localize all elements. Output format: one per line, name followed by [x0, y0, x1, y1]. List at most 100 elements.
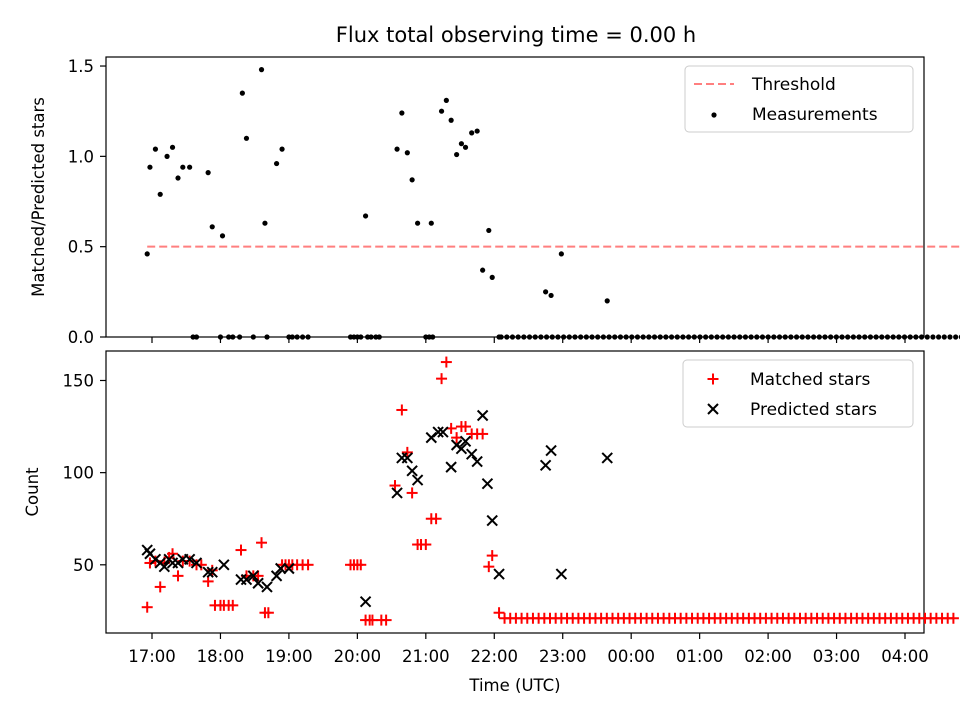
top-ytick-label: 1.5 — [68, 57, 94, 76]
predicted-star-point — [158, 560, 171, 573]
measurement-point — [913, 334, 919, 340]
measurement-point — [918, 334, 925, 340]
matched-star-point — [302, 559, 314, 571]
measurement-point — [941, 334, 947, 340]
predicted-star-point — [202, 566, 214, 578]
measurement-point — [273, 160, 280, 167]
measurement-point — [264, 334, 270, 340]
measurement-point — [144, 251, 150, 257]
measurement-point — [458, 141, 465, 147]
predicted-star-point — [261, 581, 273, 593]
matched-star-point — [493, 607, 505, 619]
measurement-point — [193, 334, 200, 340]
measurement-point — [725, 334, 731, 340]
measurement-point — [237, 334, 243, 340]
measurement-point — [742, 334, 749, 340]
bottom-legend: Matched stars Predicted stars — [682, 359, 914, 428]
top-ylabel: Matched/Predicted stars — [29, 97, 48, 297]
matched-star-point — [154, 581, 166, 593]
measurement-point — [936, 334, 942, 340]
measurement-point — [850, 334, 856, 340]
matched-star-point — [262, 607, 274, 619]
top-ytick-label: 1.0 — [68, 147, 94, 166]
measurement-point — [157, 191, 163, 197]
measurement-point — [294, 334, 300, 340]
measurement-point — [839, 334, 845, 340]
measurement-point — [532, 334, 538, 340]
measurement-point — [646, 334, 652, 340]
legend-matched-marker — [707, 373, 719, 385]
measurement-point — [415, 220, 421, 226]
measurement-point — [578, 334, 584, 340]
matched-star-point — [389, 480, 401, 492]
measurement-points — [144, 67, 960, 340]
predicted-star-point — [391, 487, 403, 499]
predicted-star-point — [545, 444, 557, 457]
matched-star-point — [396, 404, 408, 416]
predicted-star-point — [283, 562, 295, 575]
bottom-xtick-label: 01:00 — [676, 647, 724, 666]
measurement-point — [515, 334, 521, 340]
top-panel: Matched/Predicted stars 0.0 0.5 1.0 1.5 Thr… — [29, 56, 960, 347]
measurement-point — [489, 274, 495, 280]
measurement-point — [180, 164, 186, 170]
legend-predicted-marker — [707, 403, 719, 415]
predicted-star-point — [411, 474, 424, 486]
measurement-point — [543, 334, 550, 340]
top-ytick-label: 0.5 — [68, 238, 94, 257]
predicted-star-point — [601, 452, 613, 464]
measurement-point — [558, 251, 564, 257]
measurement-point — [623, 334, 629, 340]
measurement-point — [788, 334, 794, 340]
measurement-point — [833, 334, 839, 340]
bottom-ytick-label: 150 — [63, 371, 95, 390]
measurement-point — [674, 334, 680, 340]
legend-measurement-swatch — [711, 112, 717, 118]
measurement-point — [714, 334, 720, 340]
measurement-point — [805, 334, 811, 340]
bottom-xtick-label: 19:00 — [265, 647, 313, 666]
measurement-point — [486, 227, 492, 234]
matched-star-point — [227, 599, 239, 611]
measurement-point — [205, 170, 211, 176]
bottom-xtick-label: 03:00 — [813, 647, 861, 666]
bottom-xtick-label: 22:00 — [470, 647, 518, 666]
top-legend-box — [684, 65, 914, 133]
measurement-point — [924, 334, 930, 340]
measurement-point — [175, 175, 181, 181]
measurement-point — [617, 334, 624, 340]
measurement-point — [262, 220, 268, 226]
matched-star-point — [406, 487, 418, 499]
measurement-point — [362, 213, 369, 219]
measurement-point — [634, 334, 641, 340]
predicted-star-point — [445, 461, 457, 473]
measurement-point — [822, 334, 828, 340]
measurement-point — [703, 334, 709, 340]
measurement-point — [548, 292, 554, 299]
chart-title: Flux total observing time = 0.00 h — [336, 23, 696, 47]
matched-star-point — [947, 612, 959, 624]
measurement-point — [164, 153, 170, 159]
bottom-xtick-label: 02:00 — [744, 647, 792, 666]
measurement-point — [438, 108, 445, 114]
matched-star-point — [172, 570, 184, 582]
measurement-point — [896, 334, 902, 340]
measurement-point — [816, 334, 822, 340]
predicted-star-point — [270, 570, 283, 582]
matched-star-point — [235, 544, 247, 556]
measurement-point — [498, 334, 504, 340]
measurement-point — [663, 334, 669, 340]
measurement-point — [187, 164, 193, 170]
matched-star-point — [420, 539, 432, 551]
measurement-point — [765, 334, 771, 340]
measurement-point — [454, 151, 460, 158]
measurement-point — [521, 334, 527, 340]
measurement-point — [566, 334, 572, 340]
measurement-point — [538, 334, 544, 340]
measurement-point — [884, 334, 891, 340]
matched-star-point — [483, 561, 495, 573]
bottom-yticks: 50 100 150 — [63, 371, 106, 575]
bottom-xtick-label: 17:00 — [128, 647, 176, 666]
predicted-star-point — [406, 465, 418, 477]
measurement-point — [504, 334, 510, 340]
